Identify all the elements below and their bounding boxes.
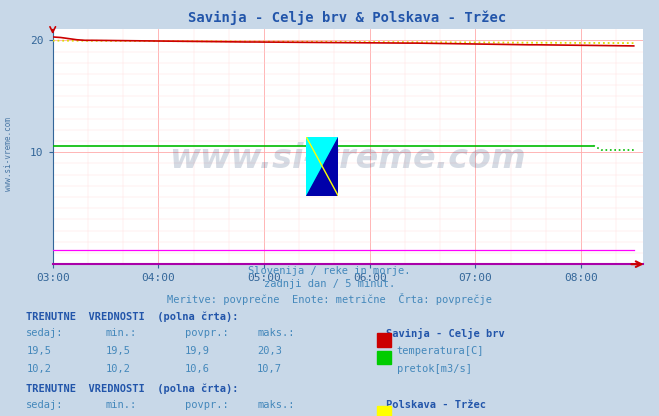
Text: TRENUTNE  VREDNOSTI  (polna črta):: TRENUTNE VREDNOSTI (polna črta): <box>26 311 239 322</box>
Text: 20,3: 20,3 <box>257 346 282 356</box>
Text: 10,6: 10,6 <box>185 364 210 374</box>
Text: www.si-vreme.com: www.si-vreme.com <box>169 142 526 175</box>
Text: min.:: min.: <box>105 400 136 410</box>
Polygon shape <box>306 137 338 196</box>
Text: min.:: min.: <box>105 328 136 338</box>
FancyBboxPatch shape <box>377 406 391 416</box>
Text: 10,7: 10,7 <box>257 364 282 374</box>
Text: zadnji dan / 5 minut.: zadnji dan / 5 minut. <box>264 280 395 290</box>
Text: 19,5: 19,5 <box>105 346 130 356</box>
Text: Meritve: povprečne  Enote: metrične  Črta: povprečje: Meritve: povprečne Enote: metrične Črta:… <box>167 293 492 305</box>
Text: 19,5: 19,5 <box>26 346 51 356</box>
Text: 19,9: 19,9 <box>185 346 210 356</box>
Text: Polskava - Tržec: Polskava - Tržec <box>386 400 486 410</box>
Text: 10,2: 10,2 <box>105 364 130 374</box>
Text: maks.:: maks.: <box>257 400 295 410</box>
Title: Savinja - Celje brv & Polskava - Tržec: Savinja - Celje brv & Polskava - Tržec <box>188 11 507 25</box>
Text: www.si-vreme.com: www.si-vreme.com <box>4 117 13 191</box>
Text: sedaj:: sedaj: <box>26 328 64 338</box>
FancyBboxPatch shape <box>377 333 391 347</box>
Text: temperatura[C]: temperatura[C] <box>397 346 484 356</box>
Text: Savinja - Celje brv: Savinja - Celje brv <box>386 328 504 339</box>
Text: pretok[m3/s]: pretok[m3/s] <box>397 364 472 374</box>
Text: sedaj:: sedaj: <box>26 400 64 410</box>
Text: 10,2: 10,2 <box>26 364 51 374</box>
Polygon shape <box>306 137 338 196</box>
Text: povpr.:: povpr.: <box>185 328 228 338</box>
Text: povpr.:: povpr.: <box>185 400 228 410</box>
FancyBboxPatch shape <box>377 351 391 364</box>
Text: maks.:: maks.: <box>257 328 295 338</box>
Text: TRENUTNE  VREDNOSTI  (polna črta):: TRENUTNE VREDNOSTI (polna črta): <box>26 384 239 394</box>
Text: Slovenija / reke in morje.: Slovenija / reke in morje. <box>248 266 411 276</box>
